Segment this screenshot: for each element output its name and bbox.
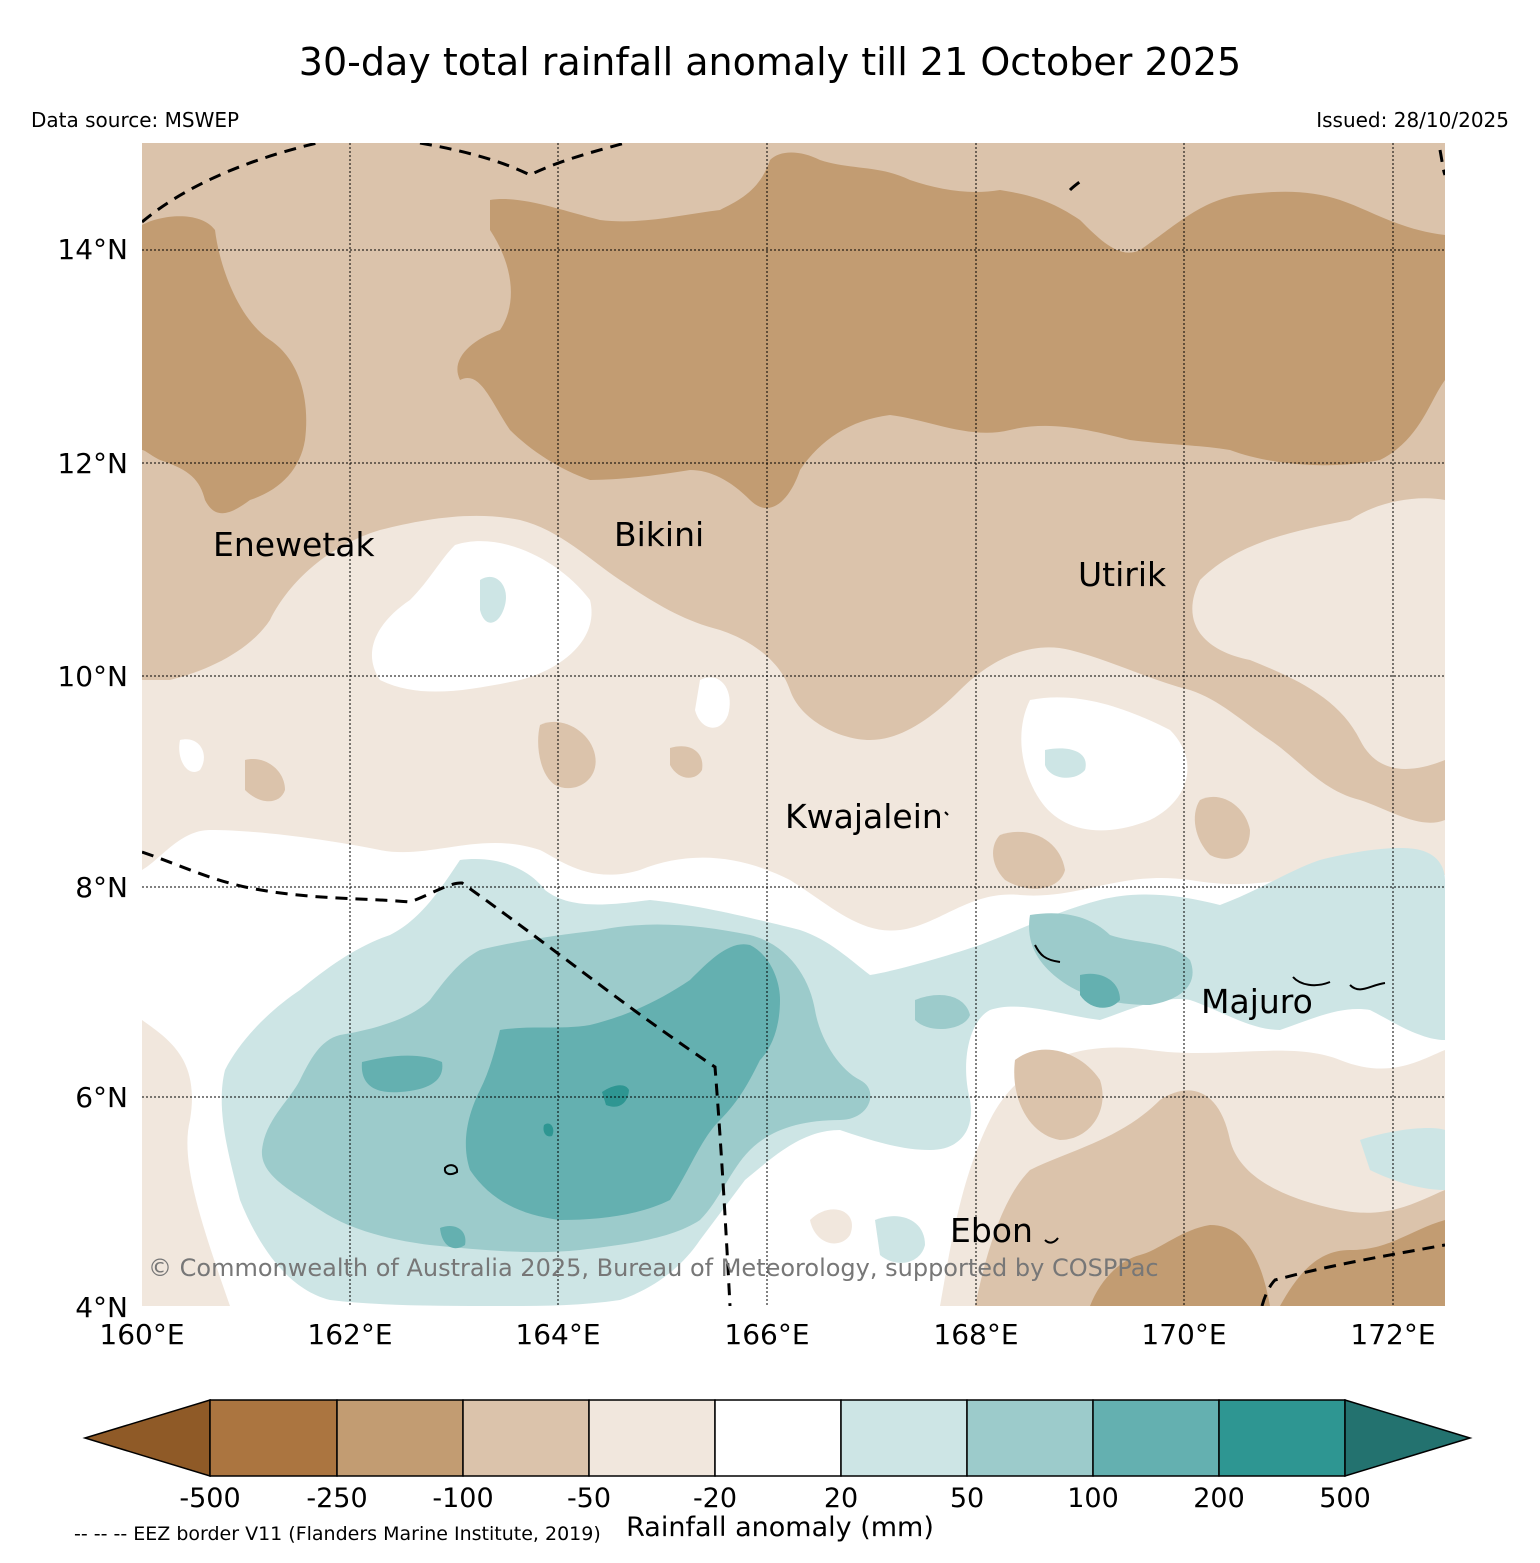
atoll-outlines [443,811,1386,1244]
lat-tick-label: 4°N [75,1291,128,1324]
anomaly-region-deep-teal [602,1085,629,1107]
lon-tick-label: 160°E [99,1318,185,1351]
anomaly-region-deep-teal [543,1123,554,1137]
lat-tick-label: 14°N [57,233,128,266]
anomaly-region-white [1021,697,1188,831]
map-title: 30-day total rainfall anomaly till 21 Oc… [298,40,1242,84]
place-label-enewetak: Enewetak [213,525,375,564]
anomaly-region-dark-teal [361,1055,443,1093]
anomaly-region-light-beige [810,1209,852,1244]
lat-tick-label: 10°N [57,660,128,693]
colorbar-swatch [336,1399,464,1477]
colorbar-swatch [209,1399,338,1477]
lat-tick-label: 8°N [75,871,128,904]
anomaly-region-light-teal [875,1216,925,1263]
colorbar-swatch [840,1399,968,1477]
lon-tick-label: 162°E [307,1318,393,1351]
colorbar-tick-label: 50 [949,1483,985,1514]
place-label-majuro: Majuro [1201,982,1313,1021]
colorbar-tick-label: -50 [566,1483,612,1514]
anomaly-region-beige [1194,796,1250,859]
lon-tick-label: 170°E [1141,1318,1227,1351]
colorbar-tick-label: 500 [1319,1483,1371,1514]
colorbar-swatch [462,1399,590,1477]
graticule [142,143,1445,1306]
lon-tick-label: 164°E [515,1318,601,1351]
anomaly-region-light-teal [480,576,506,623]
anomaly-region-medium-teal [915,995,970,1030]
anomaly-region-medium-teal [1029,913,1193,1005]
anomaly-region-light-teal [1045,748,1086,778]
colorbar-swatch [714,1399,842,1477]
place-label-utirik: Utirik [1078,555,1167,594]
anomaly-region-tan [457,152,1445,509]
copyright-notice: © Commonwealth of Australia 2025, Bureau… [148,1254,1159,1282]
anomaly-region-tan [142,216,307,514]
anomaly-region-light-teal [1360,1128,1445,1190]
colorbar [82,1398,1473,1478]
rainfall-anomaly-map [142,143,1445,1306]
anomaly-region-white [371,541,592,692]
place-label-bikini: Bikini [614,515,705,554]
place-label-kwajalein: Kwajalein [785,797,943,836]
anomaly-region-dark-teal [465,944,780,1220]
anomaly-region-beige [993,831,1065,889]
colorbar-tick-label: 100 [1067,1483,1119,1514]
colorbar-tick-label: 20 [823,1483,859,1514]
issued-date: Issued: 28/10/2025 [1316,108,1509,132]
eez-legend-note: -- -- -- EEZ border V11 (Flanders Marine… [74,1523,601,1545]
anomaly-region-beige [245,759,285,802]
lat-tick-label: 12°N [57,447,128,480]
colorbar-extend-high [1344,1398,1473,1478]
colorbar-swatch [966,1399,1094,1477]
lon-tick-label: 168°E [933,1318,1019,1351]
anomaly-region-tan [1280,1220,1445,1306]
colorbar-tick-label: -250 [306,1483,368,1514]
lat-tick-label: 6°N [75,1081,128,1114]
colorbar-tick-label: 200 [1193,1483,1245,1514]
colorbar-swatch [588,1399,716,1477]
colorbar-tick-label: -20 [692,1483,738,1514]
anomaly-region-light-beige [142,1020,230,1306]
colorbar-tick-label: -100 [432,1483,494,1514]
anomaly-region-white [695,677,730,728]
lon-tick-label: 172°E [1350,1318,1436,1351]
anomaly-region-white [179,739,204,772]
eez-border [142,143,1445,1306]
anomaly-region-beige [670,746,703,778]
data-source-label: Data source: MSWEP [31,108,240,132]
anomaly-region-beige [1014,1049,1103,1140]
place-label-ebon: Ebon [950,1211,1033,1250]
colorbar-tick-label: -500 [179,1483,241,1514]
colorbar-swatch [1092,1399,1220,1477]
anomaly-region-tan [1090,1225,1270,1306]
anomaly-region-dark-teal [1080,973,1120,1008]
lon-tick-label: 166°E [724,1318,810,1351]
anomaly-region-beige [538,721,596,789]
colorbar-title: Rainfall anomaly (mm) [626,1512,934,1543]
anomaly-region-beige [975,1090,1445,1306]
anomaly-region-dark-teal [440,1225,466,1249]
colorbar-swatch [1218,1399,1346,1477]
colorbar-extend-low [82,1398,211,1478]
